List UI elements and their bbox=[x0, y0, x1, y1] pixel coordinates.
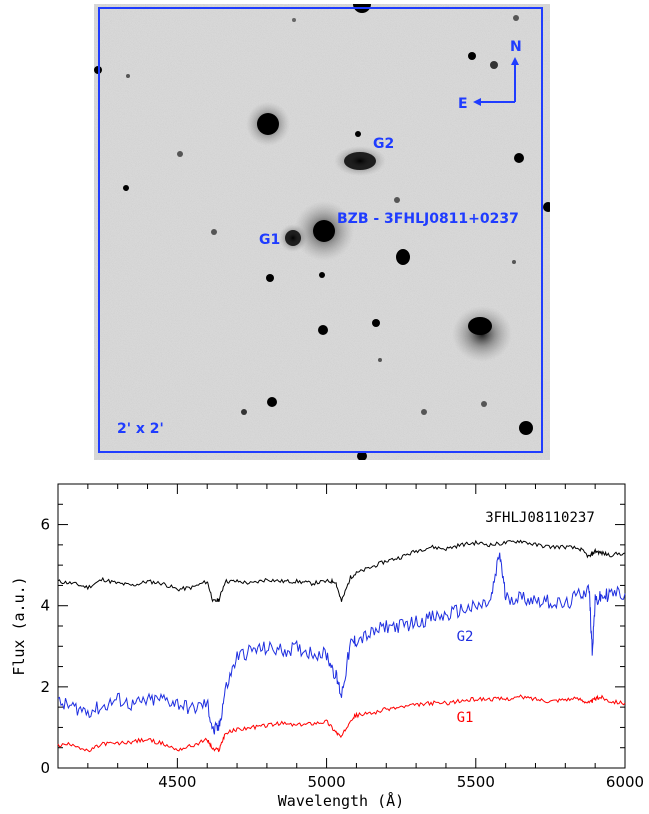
galaxy1-label: G1 bbox=[259, 232, 280, 248]
galaxy-g2-halo bbox=[334, 146, 386, 176]
galaxy-g1-halo bbox=[279, 224, 307, 252]
spectrum-chart: 4500 5000 5500 6000 0 2 4 6 3FHLJ08110237 G2 G1 W… bbox=[10, 483, 644, 810]
star bbox=[241, 409, 247, 415]
compass-north-label: N bbox=[510, 39, 522, 55]
star bbox=[421, 409, 427, 415]
x-axis-label: Wavelength (Å) bbox=[278, 791, 404, 810]
compass-east-label: E bbox=[458, 96, 468, 112]
x-tick-label: 6000 bbox=[606, 773, 644, 791]
galaxy-small bbox=[396, 249, 410, 265]
star-large-core bbox=[257, 113, 279, 135]
compass-north-arrowhead bbox=[511, 57, 519, 65]
y-tick-label: 6 bbox=[40, 516, 50, 534]
star bbox=[292, 18, 296, 22]
star bbox=[512, 260, 516, 264]
star bbox=[177, 151, 183, 157]
galaxy2-label: G2 bbox=[373, 136, 394, 152]
compass-east-arrowhead bbox=[473, 98, 481, 106]
star bbox=[319, 272, 325, 278]
series-line-g1 bbox=[57, 694, 626, 753]
star bbox=[514, 153, 524, 163]
x-tick-label: 5500 bbox=[457, 773, 495, 791]
star bbox=[123, 185, 129, 191]
star bbox=[355, 131, 361, 137]
star bbox=[318, 325, 328, 335]
star bbox=[357, 451, 367, 460]
series-line-3fhlj08110237 bbox=[57, 539, 626, 603]
series-label-g1: G1 bbox=[457, 710, 474, 726]
axis-ticks: 4500 5000 5500 6000 0 2 4 6 bbox=[40, 483, 644, 791]
field-box bbox=[98, 7, 543, 453]
star bbox=[519, 421, 533, 435]
series-group: 3FHLJ08110237 G2 G1 bbox=[57, 510, 626, 753]
y-tick-label: 0 bbox=[40, 759, 50, 777]
x-tick-label: 4500 bbox=[158, 773, 196, 791]
y-axis-label: Flux (a.u.) bbox=[10, 576, 28, 675]
series-line-g2 bbox=[57, 552, 626, 735]
object-label: BZB - 3FHLJ0811+0237 bbox=[337, 211, 519, 227]
scale-label: 2' x 2' bbox=[117, 421, 164, 437]
star bbox=[266, 274, 274, 282]
star bbox=[481, 401, 487, 407]
x-tick-label: 5000 bbox=[307, 773, 345, 791]
star bbox=[378, 358, 382, 362]
star bbox=[490, 61, 498, 69]
star bbox=[513, 15, 519, 21]
sky-image-panel: N E BZB - 3FHLJ0811+0237 G2 G1 2' x 2' bbox=[94, 4, 550, 460]
y-tick-label: 2 bbox=[40, 678, 50, 696]
plot-frame bbox=[57, 483, 626, 769]
star bbox=[394, 197, 400, 203]
star bbox=[126, 74, 130, 78]
star bbox=[543, 202, 550, 212]
series-label-g2: G2 bbox=[457, 629, 474, 645]
star bbox=[468, 52, 476, 60]
star bbox=[267, 397, 277, 407]
blazar-core bbox=[313, 220, 335, 242]
galaxy-large-right-core bbox=[468, 317, 492, 335]
star bbox=[372, 319, 380, 327]
star bbox=[211, 229, 217, 235]
series-label-3fhlj08110237: 3FHLJ08110237 bbox=[485, 510, 595, 526]
y-tick-label: 4 bbox=[40, 597, 50, 615]
